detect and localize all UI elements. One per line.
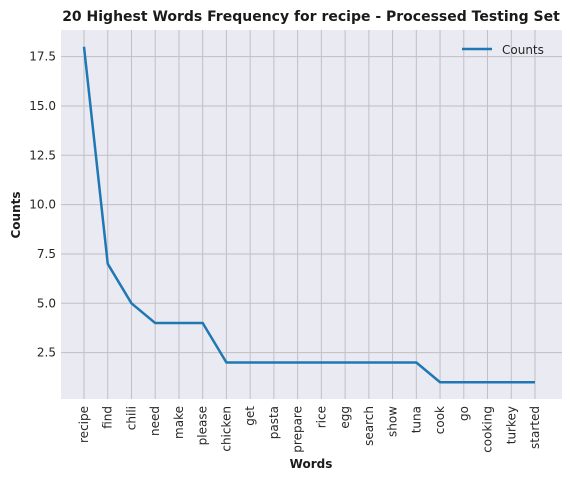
y-tick-label: 2.5 bbox=[37, 346, 56, 360]
x-axis-label: Words bbox=[290, 457, 333, 471]
x-tick-label-chili: chili bbox=[124, 406, 138, 430]
x-tick-label-cooking: cooking bbox=[481, 406, 495, 453]
x-tick-label-recipe: recipe bbox=[77, 406, 91, 443]
x-tick-label-get: get bbox=[243, 406, 257, 426]
y-axis-label: Counts bbox=[9, 191, 23, 238]
x-tick-label-turkey: turkey bbox=[504, 406, 518, 444]
y-tick-label: 17.5 bbox=[29, 50, 56, 64]
legend: Counts bbox=[462, 43, 544, 57]
y-tick-label: 12.5 bbox=[29, 148, 56, 162]
x-tick-label-search: search bbox=[362, 406, 376, 446]
y-tick-label: 7.5 bbox=[37, 247, 56, 261]
x-tick-label-pasta: pasta bbox=[267, 406, 281, 439]
x-tick-label-show: show bbox=[386, 406, 400, 437]
x-tick-label-started: started bbox=[528, 406, 542, 449]
x-tick-label-need: need bbox=[148, 406, 162, 436]
series-line-counts bbox=[82, 46, 535, 384]
x-tick-label-rice: rice bbox=[314, 406, 328, 428]
x-tick-label-please: please bbox=[196, 406, 210, 445]
x-tick-label-cook: cook bbox=[433, 406, 447, 434]
y-tick-label: 15.0 bbox=[29, 99, 56, 113]
y-tick-label: 10.0 bbox=[29, 198, 56, 212]
x-tick-label-prepare: prepare bbox=[291, 406, 305, 453]
grid-lines bbox=[61, 30, 562, 399]
series-layer bbox=[82, 46, 536, 384]
x-tick-label-chicken: chicken bbox=[219, 406, 233, 452]
legend-label-counts: Counts bbox=[502, 43, 544, 57]
x-tick-label-find: find bbox=[101, 406, 115, 429]
x-tick-labels: recipe find chili need make please chicken get p… bbox=[77, 406, 542, 453]
x-tick-label-go: go bbox=[457, 406, 471, 421]
plot-area bbox=[61, 30, 562, 399]
y-tick-label: 5.0 bbox=[37, 296, 56, 310]
x-tick-label-tuna: tuna bbox=[409, 406, 423, 433]
y-tick-labels: 2.5 5.0 7.5 10.0 12.5 15.0 17.5 bbox=[29, 50, 56, 360]
chart-title: 20 Highest Words Frequency for recipe - … bbox=[62, 9, 560, 25]
x-tick-label-egg: egg bbox=[338, 406, 352, 429]
x-tick-label-make: make bbox=[172, 406, 186, 439]
